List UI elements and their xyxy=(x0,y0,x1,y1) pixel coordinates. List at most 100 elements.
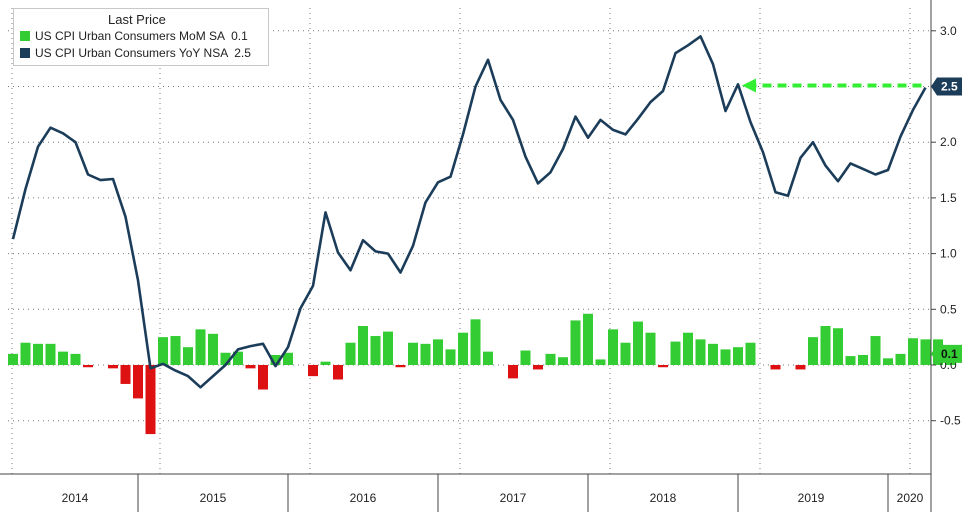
mom-bar xyxy=(558,357,568,365)
mom-bar xyxy=(908,338,918,365)
legend-entry-mom: US CPI Urban Consumers MoM SA 0.1 xyxy=(20,29,248,43)
x-year-label: 2014 xyxy=(62,491,89,505)
mom-bar xyxy=(470,319,481,365)
mom-bar xyxy=(258,365,268,390)
mom-bar xyxy=(383,331,393,365)
mom-bar xyxy=(708,343,718,365)
mom-bar xyxy=(345,342,356,365)
mom-bar xyxy=(808,337,818,365)
mom-bar xyxy=(333,365,343,380)
mom-bar xyxy=(195,329,206,365)
mom-bar xyxy=(395,365,406,368)
mom-bar xyxy=(845,356,856,365)
legend-value-yoy: 2.5 xyxy=(234,46,251,60)
mom-bar xyxy=(420,343,431,365)
mom-bar xyxy=(170,336,181,365)
mom-bar xyxy=(308,365,318,377)
y-tick-label: -0.5 xyxy=(940,414,961,428)
mom-bar xyxy=(895,353,906,365)
mom-bar xyxy=(795,365,806,370)
mom-bar xyxy=(45,343,56,365)
mom-bar xyxy=(695,339,706,365)
mom-bar xyxy=(183,347,193,365)
x-axis: 2014 2015 2016 2017 2018 2019 2020 xyxy=(0,473,931,512)
x-year-label: 2019 xyxy=(798,491,825,505)
mom-bar xyxy=(620,342,631,365)
mom-bar xyxy=(658,365,668,368)
mom-bar xyxy=(483,351,493,365)
mom-bar xyxy=(533,365,543,370)
y-tick-label: 1.0 xyxy=(940,247,957,261)
mom-last-badge-bg xyxy=(931,344,962,363)
mom-bar xyxy=(833,328,843,365)
legend: Last Price US CPI Urban Consumers MoM SA… xyxy=(13,8,269,66)
mom-bar xyxy=(733,347,743,365)
x-year-label: 2016 xyxy=(350,491,377,505)
mom-bar xyxy=(233,351,243,365)
mom-bar xyxy=(445,349,456,365)
mom-bar xyxy=(883,358,893,365)
last-value-badges: 2.5 0.1 xyxy=(931,77,962,363)
x-year-label: 2018 xyxy=(650,491,677,505)
yoy-line xyxy=(11,35,927,389)
mom-bar xyxy=(545,353,556,365)
mom-bar xyxy=(645,332,656,365)
mom-bar xyxy=(770,365,781,370)
mom-bar xyxy=(370,336,381,365)
mom-bar xyxy=(720,349,731,365)
mom-bar xyxy=(508,365,518,379)
legend-label-yoy: US CPI Urban Consumers YoY NSA xyxy=(35,46,229,60)
grid-lines xyxy=(8,8,930,474)
legend-entry-yoy: US CPI Urban Consumers YoY NSA 2.5 xyxy=(20,46,251,60)
mom-last-badge-text: 0.1 xyxy=(941,347,958,361)
mom-bar xyxy=(158,337,168,365)
mom-bar xyxy=(633,321,643,365)
mom-bar xyxy=(320,361,331,365)
y-tick-label: 1.5 xyxy=(940,191,957,205)
yoy-last-badge-bg xyxy=(931,77,962,96)
mom-bar xyxy=(408,342,418,365)
mom-bar xyxy=(283,352,293,365)
y-axis: 3.02.52.01.51.00.50.0-0.5 xyxy=(930,0,961,512)
yoy-line-group xyxy=(11,35,927,389)
x-year-label: 2015 xyxy=(200,491,227,505)
mom-bars xyxy=(8,313,956,435)
mom-bar xyxy=(83,365,93,368)
mom-bar xyxy=(820,326,831,365)
mom-bar xyxy=(920,339,931,365)
mom-bar xyxy=(433,339,443,365)
mom-bar xyxy=(570,320,581,365)
mom-bar xyxy=(70,353,81,365)
mom-bar xyxy=(108,365,118,369)
x-year-label: 2017 xyxy=(500,491,527,505)
mom-bar xyxy=(358,326,368,365)
mom-bar xyxy=(133,365,143,399)
mom-bar xyxy=(245,365,256,369)
mom-bar xyxy=(745,342,756,365)
mom-bar xyxy=(270,354,281,365)
mom-bar xyxy=(120,365,131,384)
mom-bar xyxy=(20,342,31,365)
yoy-last-badge-text: 2.5 xyxy=(941,80,958,94)
legend-swatch-green xyxy=(20,31,30,41)
mom-bar xyxy=(208,333,218,365)
mom-bar xyxy=(458,332,468,365)
mom-bar xyxy=(520,350,531,365)
y-tick-label: 3.0 xyxy=(940,24,957,38)
legend-swatch-navy xyxy=(20,48,30,58)
mom-bar xyxy=(58,351,68,365)
y-tick-label: 2.0 xyxy=(940,135,957,149)
y-tick-label: 0.5 xyxy=(940,302,957,316)
arrow-head xyxy=(742,78,756,93)
legend-label-mom: US CPI Urban Consumers MoM SA xyxy=(35,29,226,43)
dashed-arrow-annotation xyxy=(742,78,922,93)
mom-bar xyxy=(145,365,156,435)
legend-value-mom: 0.1 xyxy=(231,29,248,43)
x-year-label: 2020 xyxy=(897,491,924,505)
mom-bar xyxy=(670,341,681,365)
mom-bar xyxy=(608,329,618,365)
mom-bar xyxy=(220,352,231,365)
mom-bar xyxy=(595,359,606,365)
mom-bar xyxy=(33,343,43,365)
